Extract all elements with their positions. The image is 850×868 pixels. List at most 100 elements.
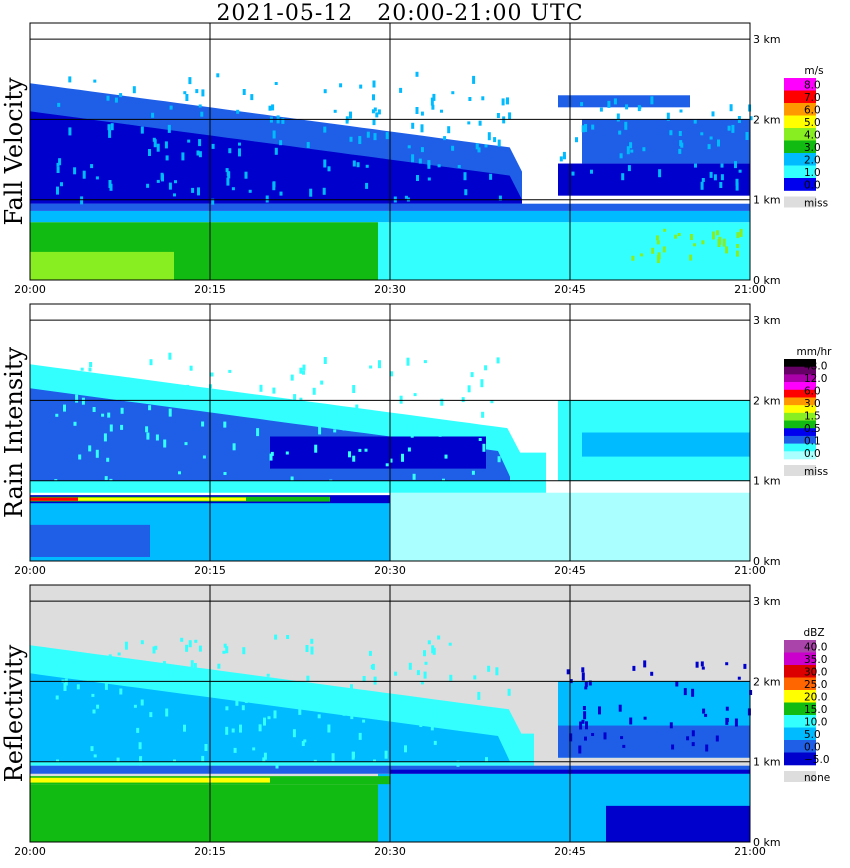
data-speckle bbox=[377, 109, 381, 115]
data-speckle bbox=[622, 744, 626, 748]
data-speckle bbox=[448, 642, 452, 646]
data-speckle bbox=[719, 182, 723, 188]
colorbar-swatch bbox=[784, 382, 816, 391]
data-speckle bbox=[716, 230, 720, 236]
data-speckle bbox=[443, 136, 447, 141]
data-speckle bbox=[188, 640, 192, 648]
data-speckle bbox=[693, 243, 696, 247]
data-speckle bbox=[359, 84, 363, 89]
data-speckle bbox=[104, 378, 108, 387]
data-speckle bbox=[80, 367, 84, 371]
data-speckle bbox=[149, 359, 153, 366]
colorbar-unit: m/s bbox=[804, 65, 823, 77]
data-speckle bbox=[581, 125, 585, 133]
colorbar-level-label: 25.0 bbox=[804, 679, 827, 691]
data-speckle bbox=[416, 670, 420, 676]
data-speckle bbox=[274, 147, 278, 155]
data-speckle bbox=[95, 449, 99, 458]
data-speckle bbox=[406, 357, 410, 366]
data-speckle bbox=[368, 650, 372, 656]
data-speckle bbox=[373, 676, 377, 685]
data-speckle bbox=[108, 654, 112, 658]
data-speckle bbox=[168, 352, 172, 360]
data-speckle bbox=[591, 733, 595, 736]
data-speckle bbox=[415, 71, 419, 77]
data-speckle bbox=[216, 73, 220, 78]
data-speckle bbox=[165, 708, 169, 717]
data-speckle bbox=[584, 682, 588, 687]
data-speckle bbox=[103, 433, 107, 442]
colorbar-swatch bbox=[784, 359, 816, 367]
data-speckle bbox=[57, 102, 61, 107]
data-speckle bbox=[327, 724, 331, 733]
data-speckle bbox=[272, 387, 276, 394]
data-speckle bbox=[440, 398, 444, 406]
colorbar-swatch bbox=[784, 752, 816, 766]
data-speckle bbox=[582, 706, 586, 710]
data-speckle bbox=[440, 109, 443, 113]
data-speckle bbox=[637, 105, 641, 112]
data-region bbox=[378, 222, 750, 280]
data-speckle bbox=[490, 400, 494, 404]
data-speckle bbox=[197, 187, 200, 196]
data-speckle bbox=[286, 635, 290, 639]
data-speckle bbox=[103, 672, 107, 677]
data-speckle bbox=[268, 105, 272, 111]
data-speckle bbox=[226, 177, 230, 186]
data-speckle bbox=[508, 112, 512, 120]
data-speckle bbox=[695, 661, 699, 668]
x-tick-label: 20:45 bbox=[554, 845, 586, 858]
data-speckle bbox=[691, 688, 695, 697]
data-speckle bbox=[372, 80, 376, 88]
data-speckle bbox=[163, 439, 167, 448]
data-speckle bbox=[420, 124, 424, 133]
data-speckle bbox=[293, 394, 297, 401]
y-axis-label: Rain Intensity bbox=[0, 347, 28, 519]
colorbar-1: m/s 8.07.06.05.04.03.02.01.00.0 miss bbox=[784, 65, 828, 210]
colorbar-missing-swatch bbox=[784, 771, 816, 782]
colorbar-swatch bbox=[784, 420, 816, 429]
data-speckle bbox=[734, 161, 737, 169]
data-speckle bbox=[239, 724, 242, 733]
data-speckle bbox=[369, 365, 373, 369]
data-speckle bbox=[473, 675, 477, 680]
data-speckle bbox=[680, 142, 684, 148]
colorbar-level-label: 48.0 bbox=[804, 361, 827, 373]
data-speckle bbox=[132, 86, 136, 94]
data-speckle bbox=[217, 663, 221, 669]
x-tick-label: 20:15 bbox=[194, 845, 226, 858]
data-speckle bbox=[55, 695, 59, 700]
data-speckle bbox=[700, 132, 704, 136]
data-speckle bbox=[434, 706, 438, 710]
data-speckle bbox=[124, 641, 128, 650]
data-speckle bbox=[196, 150, 200, 156]
data-speckle bbox=[223, 421, 227, 428]
data-speckle bbox=[323, 357, 327, 364]
data-speckle bbox=[562, 151, 566, 157]
data-speckle bbox=[191, 187, 195, 193]
colorbar-swatch bbox=[784, 103, 816, 116]
data-speckle bbox=[201, 755, 205, 762]
colorbar-missing-swatch bbox=[784, 465, 816, 476]
data-speckle bbox=[173, 193, 176, 197]
data-speckle bbox=[675, 681, 679, 687]
data-speckle bbox=[709, 171, 713, 178]
data-speckle bbox=[689, 254, 693, 261]
data-speckle bbox=[56, 162, 60, 167]
data-speckle bbox=[484, 144, 488, 148]
data-speckle bbox=[190, 660, 194, 668]
data-speckle bbox=[717, 239, 721, 247]
colorbar-unit: mm/hr bbox=[797, 346, 833, 358]
data-speckle bbox=[323, 708, 327, 712]
data-speckle bbox=[56, 186, 59, 195]
data-speckle bbox=[358, 732, 362, 740]
data-speckle bbox=[430, 420, 433, 424]
data-speckle bbox=[108, 180, 112, 188]
data-speckle bbox=[183, 681, 187, 690]
panel-reflectivity bbox=[30, 585, 753, 842]
colorbar-missing-label: miss bbox=[804, 466, 828, 478]
colorbar-swatch bbox=[784, 740, 816, 753]
data-speckle bbox=[174, 180, 177, 184]
data-speckle bbox=[358, 136, 362, 144]
data-speckle bbox=[493, 137, 497, 143]
